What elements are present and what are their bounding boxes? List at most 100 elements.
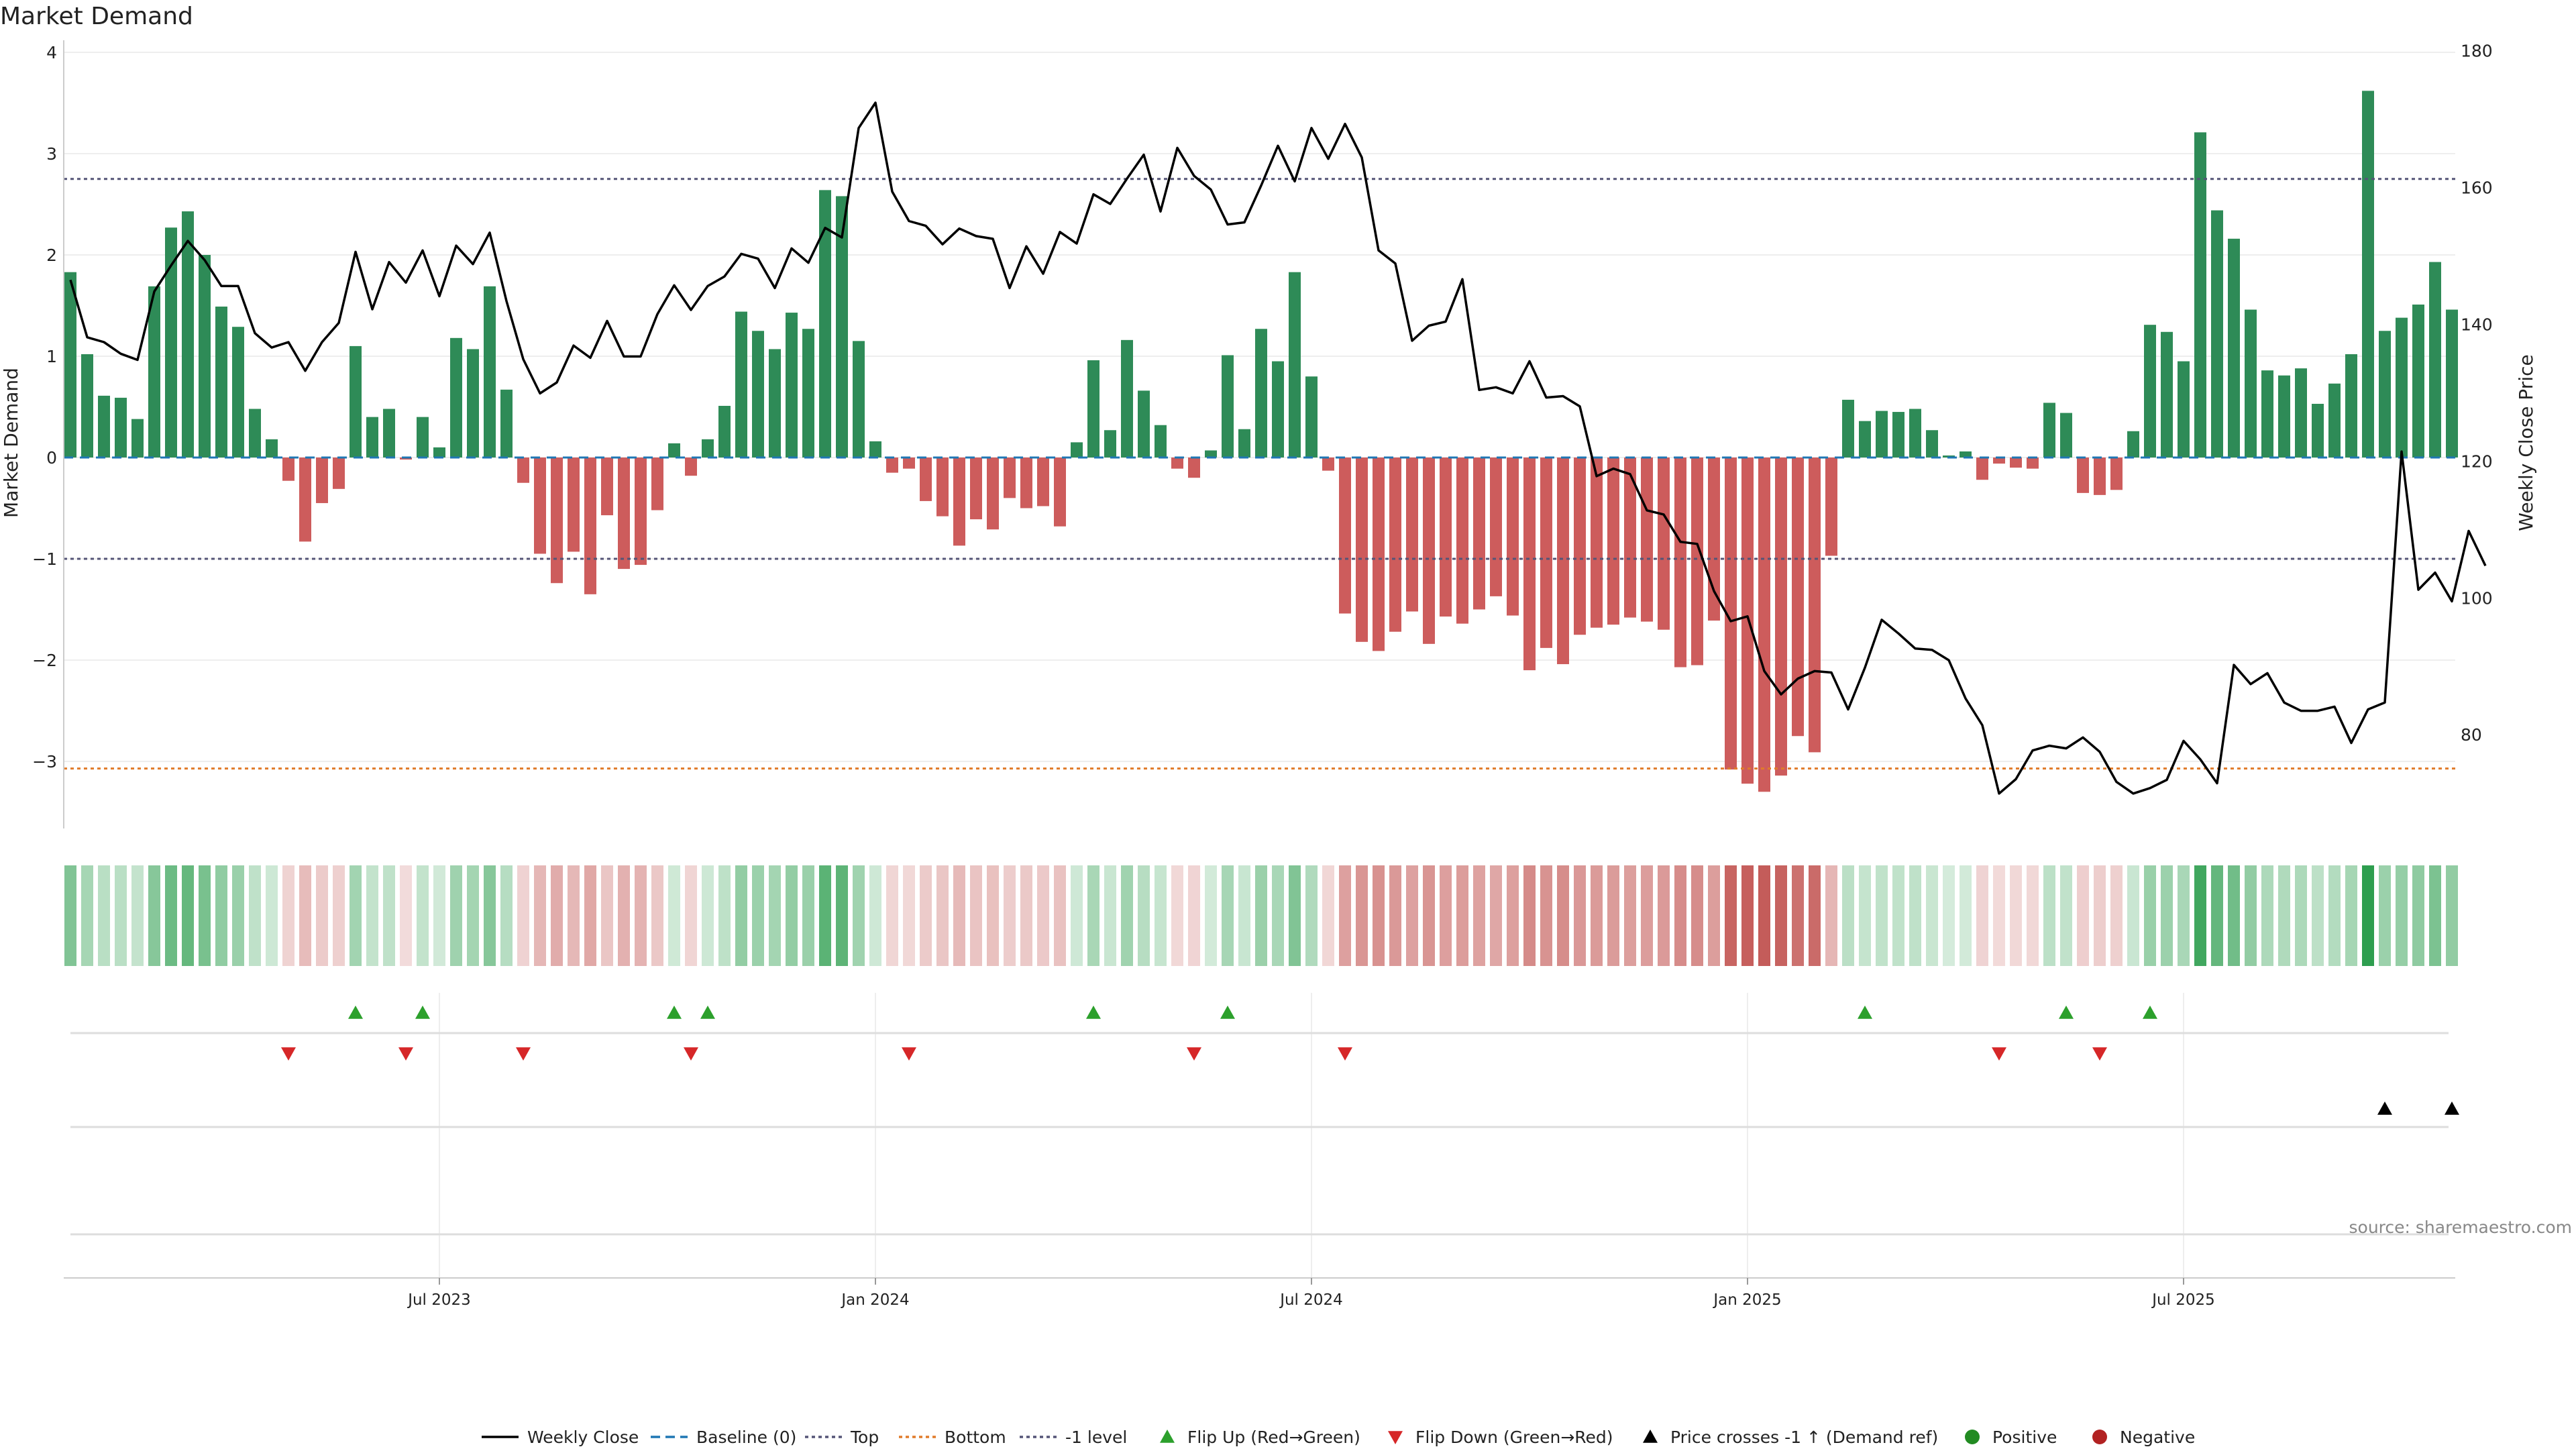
demand-bar xyxy=(2110,458,2123,490)
demand-bar xyxy=(2094,458,2106,495)
heat-cell xyxy=(1557,865,1569,966)
demand-bar xyxy=(551,458,563,584)
demand-bar xyxy=(651,458,663,511)
heat-cell xyxy=(1792,865,1804,966)
heat-cell xyxy=(786,865,798,966)
heat-cell xyxy=(635,865,647,966)
legend-label: Weekly Close xyxy=(527,1428,639,1447)
heat-cell xyxy=(1540,865,1552,966)
flip-up-marker xyxy=(1220,1006,1235,1019)
demand-bar xyxy=(282,458,294,481)
demand-bar xyxy=(1775,458,1787,776)
heat-cell xyxy=(1322,865,1334,966)
heat-cell xyxy=(1373,865,1385,966)
price-cross-marker xyxy=(2445,1102,2459,1115)
demand-bar xyxy=(1909,409,1921,458)
demand-bar xyxy=(1104,430,1116,458)
heat-cell xyxy=(2362,865,2374,966)
heat-strip xyxy=(64,865,2458,966)
heat-cell xyxy=(131,865,144,966)
heat-cell xyxy=(2278,865,2290,966)
heat-cell xyxy=(1876,865,1888,966)
demand-bar xyxy=(2144,325,2156,458)
demand-bar xyxy=(568,458,580,552)
heat-cell xyxy=(869,865,881,966)
heat-cell xyxy=(1155,865,1167,966)
heat-cell xyxy=(1993,865,2005,966)
demand-bar xyxy=(2077,458,2089,493)
heat-cell xyxy=(2261,865,2273,966)
demand-bar xyxy=(433,447,445,458)
demand-bar xyxy=(936,458,949,517)
heat-cell xyxy=(1289,865,1301,966)
heat-cell xyxy=(1591,865,1603,966)
heat-cell xyxy=(2194,865,2206,966)
demand-bar xyxy=(2396,317,2408,458)
y-axis-label: Market Demand xyxy=(0,368,22,518)
heat-cell xyxy=(2094,865,2106,966)
heat-cell xyxy=(1825,865,1837,966)
heat-cell xyxy=(1171,865,1183,966)
flip-down-marker xyxy=(1338,1047,1352,1061)
demand-bar xyxy=(115,397,127,458)
demand-bar xyxy=(148,286,160,458)
heat-cell xyxy=(2178,865,2190,966)
heat-cell xyxy=(467,865,479,966)
demand-bar xyxy=(2379,331,2391,458)
level-lines xyxy=(64,178,2455,770)
demand-bar xyxy=(1171,458,1183,469)
heat-cell xyxy=(1859,865,1871,966)
demand-bar xyxy=(853,341,865,458)
demand-bar xyxy=(1004,458,1016,498)
heat-cell xyxy=(1188,865,1200,966)
demand-bar xyxy=(1255,329,1267,458)
demand-bar xyxy=(467,349,479,458)
heat-cell xyxy=(618,865,630,966)
flip-down-marker xyxy=(1187,1047,1201,1061)
heat-cell xyxy=(668,865,680,966)
demand-bar xyxy=(1155,425,1167,458)
y-tick-label: 1 xyxy=(46,347,57,366)
demand-bar xyxy=(1507,458,1519,616)
demand-bar xyxy=(819,190,831,458)
demand-bar xyxy=(1876,411,1888,458)
heat-cell xyxy=(1892,865,1904,966)
demand-bar xyxy=(584,458,596,594)
heat-cell xyxy=(685,865,697,966)
demand-bar xyxy=(1305,376,1318,458)
heat-cell xyxy=(1809,865,1821,966)
heat-cell xyxy=(350,865,362,966)
demand-bar xyxy=(1222,355,1234,458)
heat-cell xyxy=(1507,865,1519,966)
heat-cell xyxy=(1305,865,1318,966)
demand-bar xyxy=(1087,360,1099,458)
demand-bar xyxy=(1205,450,1217,458)
demand-bar xyxy=(2345,354,2357,458)
heat-cell xyxy=(1960,865,1972,966)
demand-bar xyxy=(1725,458,1737,770)
demand-bar xyxy=(1943,455,1955,458)
heat-cell xyxy=(2396,865,2408,966)
demand-bar xyxy=(2312,403,2324,458)
heat-cell xyxy=(1087,865,1099,966)
demand-bar xyxy=(2362,91,2374,458)
heat-cell xyxy=(64,865,76,966)
heat-cell xyxy=(1842,865,1854,966)
demand-bar xyxy=(1289,272,1301,458)
flip-up-marker xyxy=(1086,1006,1101,1019)
heat-cell xyxy=(1456,865,1468,966)
flip-down-marker xyxy=(684,1047,698,1061)
heat-cell xyxy=(98,865,110,966)
legend-label: Flip Down (Green→Red) xyxy=(1415,1428,1613,1447)
flip-down-marker xyxy=(1992,1047,2006,1061)
heat-cell xyxy=(1004,865,1016,966)
demand-bar xyxy=(2211,210,2223,458)
demand-bar xyxy=(886,458,898,473)
heat-cell xyxy=(2446,865,2458,966)
heat-cell xyxy=(1339,865,1351,966)
flip-up-marker xyxy=(1858,1006,1872,1019)
demand-bar xyxy=(500,389,513,458)
demand-bar xyxy=(735,311,747,458)
heat-cell xyxy=(433,865,445,966)
